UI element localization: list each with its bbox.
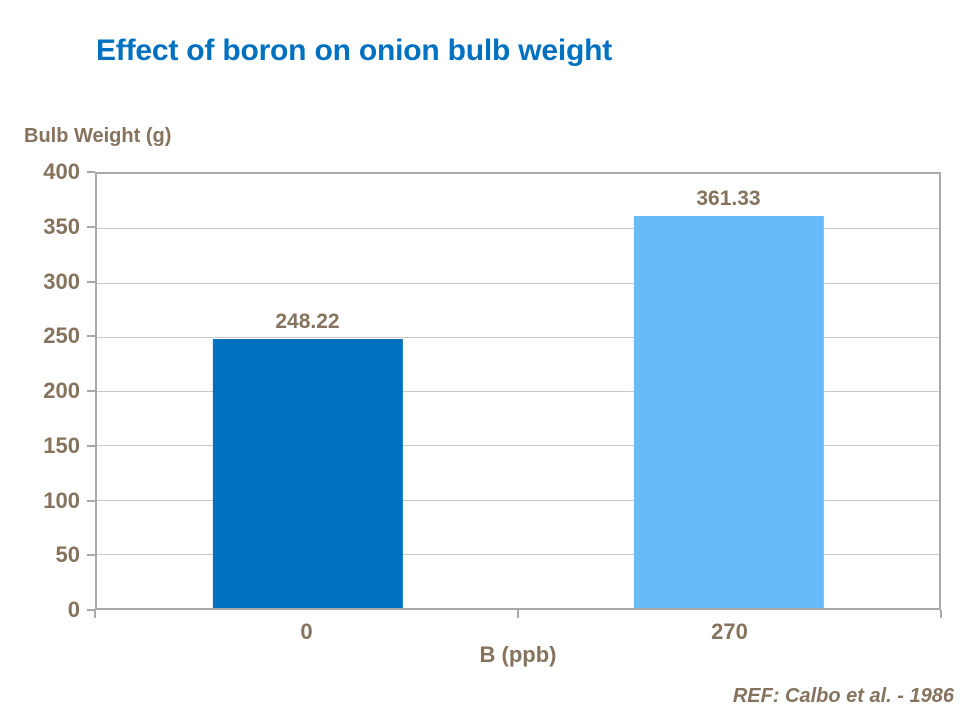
y-tick-mark <box>87 609 95 611</box>
y-tick-label-50: 50 <box>55 542 80 567</box>
y-tick-mark <box>87 390 95 392</box>
gridline <box>97 499 939 501</box>
bar-270 <box>633 215 824 608</box>
gridline <box>97 445 939 447</box>
y-tick-mark <box>87 445 95 447</box>
gridline <box>97 391 939 392</box>
plot-area: 248.22 361.33 <box>95 172 941 610</box>
gridline <box>97 336 939 338</box>
gridline <box>97 553 939 555</box>
x-tick-label-0: 0 <box>300 619 313 644</box>
y-tick-mark <box>87 335 95 337</box>
y-tick-label-150: 150 <box>43 433 80 458</box>
y-axis-title: Bulb Weight (g) <box>24 125 172 147</box>
x-axis-title: B (ppb) <box>479 642 557 667</box>
y-tick-label-300: 300 <box>43 269 80 294</box>
x-tick-mark <box>940 610 942 618</box>
gridline <box>97 282 939 284</box>
y-tick-mark <box>87 281 95 283</box>
gridline <box>97 228 939 230</box>
y-tick-label-100: 100 <box>43 488 80 513</box>
reference-text: REF: Calbo et al. - 1986 <box>732 685 954 707</box>
x-tick-mark <box>517 610 519 618</box>
bar-value-label-270: 361.33 <box>696 186 761 210</box>
y-tick-label-400: 400 <box>43 159 80 184</box>
y-tick-mark <box>87 226 95 228</box>
y-tick-label-200: 200 <box>43 378 80 403</box>
y-tick-label-350: 350 <box>43 214 80 239</box>
chart-title: Effect of boron on onion bulb weight <box>96 34 613 67</box>
y-tick-label-0: 0 <box>67 597 80 622</box>
y-tick-mark <box>87 554 95 556</box>
bar-value-label-0: 248.22 <box>275 309 340 333</box>
x-tick-label-270: 270 <box>711 619 748 644</box>
y-tick-label-250: 250 <box>43 323 80 348</box>
y-tick-mark <box>87 171 95 173</box>
y-tick-mark <box>87 500 95 502</box>
bar-0 <box>212 338 403 608</box>
x-tick-mark <box>94 610 96 618</box>
